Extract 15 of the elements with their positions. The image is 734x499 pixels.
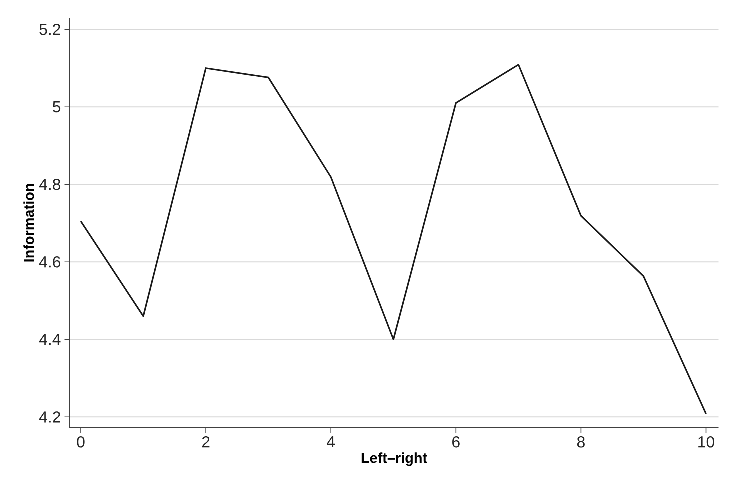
y-tick-label: 5.2: [40, 24, 60, 36]
x-axis-title: Left–right: [362, 452, 428, 466]
x-tick-label: 4: [327, 436, 336, 448]
x-tick-label: 0: [77, 436, 85, 448]
x-tick-label: 6: [452, 436, 460, 448]
x-tick-label: 10: [698, 436, 714, 448]
y-tick-label: 4.2: [39, 412, 60, 423]
y-tick-label: 4.6: [39, 256, 61, 268]
line-series: [80, 64, 708, 415]
y-tick-label: 4.8: [39, 178, 61, 190]
y-tick-label: 5: [53, 102, 61, 113]
x-tick-label: 8: [577, 436, 585, 448]
y-axis-title: Information: [24, 184, 34, 262]
y-tick-label: 4.4: [39, 334, 61, 346]
x-tick-label: 2: [202, 436, 210, 448]
